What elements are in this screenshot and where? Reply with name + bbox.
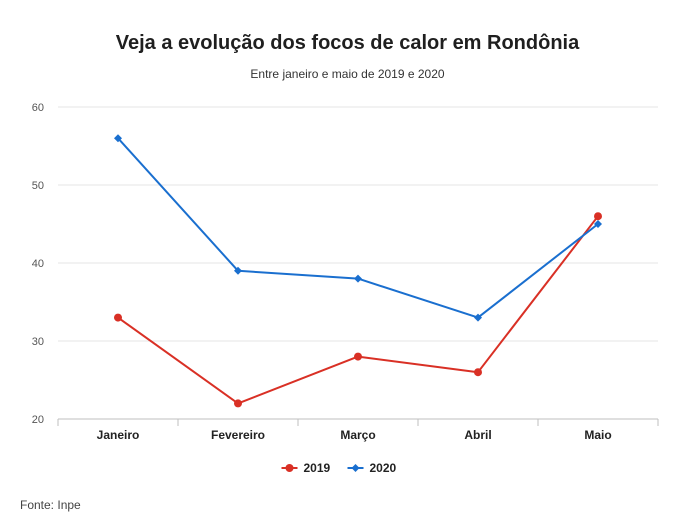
x-tick-label: Janeiro [97,428,140,442]
y-tick-label: 20 [32,414,44,426]
legend-marker [351,464,360,472]
data-point-2019 [354,352,362,361]
data-point-2019 [594,212,602,221]
legend-marker [285,464,294,472]
data-point-2020 [474,313,482,322]
data-point-2020 [234,266,242,275]
series-line-2020 [117,137,599,319]
source-note: Fonte: Inpe [20,498,81,512]
legend-label: 2020 [370,461,397,475]
data-point-2020 [114,134,122,143]
y-tick-label: 60 [32,102,44,114]
x-tick-label: Abril [464,428,491,442]
data-point-2019 [234,399,242,408]
legend-label: 2019 [304,461,331,475]
chart-title: Veja a evolução dos focos de calor em Ro… [115,32,580,54]
data-point-2020 [354,274,362,283]
x-tick-label: Maio [584,428,611,442]
y-tick-label: 50 [32,180,44,192]
data-point-2019 [474,368,482,377]
x-tick-label: Fevereiro [211,428,265,442]
chart-subtitle: Entre janeiro e maio de 2019 e 2020 [250,67,445,81]
x-tick-label: Março [340,428,375,442]
data-point-2020 [594,220,602,228]
data-point-2019 [114,313,122,322]
series-line-2019 [117,215,599,405]
y-tick-label: 40 [32,258,44,270]
y-tick-label: 30 [32,336,44,348]
